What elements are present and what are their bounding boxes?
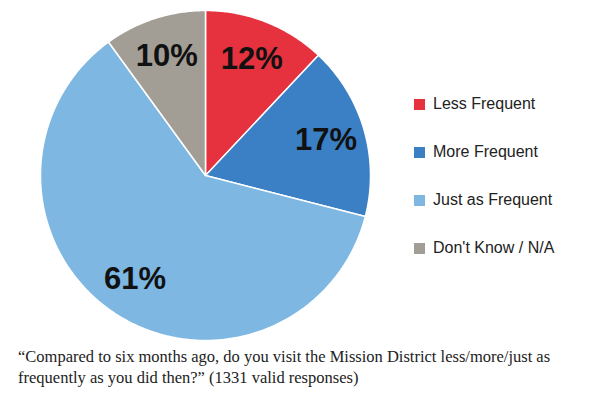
html-text:Less Frequent: Less Frequent — [433, 95, 536, 112]
html-text:More Frequent: More Frequent — [433, 143, 538, 160]
html-text:Just as Frequent: Just as Frequent — [433, 191, 553, 208]
html-text:Don't Know / N/A: Don't Know / N/A — [433, 239, 555, 256]
html-text:“Compared to six months ago, d: “Compared to six months ago, do you visi… — [18, 347, 551, 387]
svg-text:61%: 61% — [104, 261, 166, 296]
svg-text:10%: 10% — [136, 38, 198, 73]
svg-text:17%: 17% — [295, 122, 357, 157]
svg-text:12%: 12% — [221, 41, 283, 76]
